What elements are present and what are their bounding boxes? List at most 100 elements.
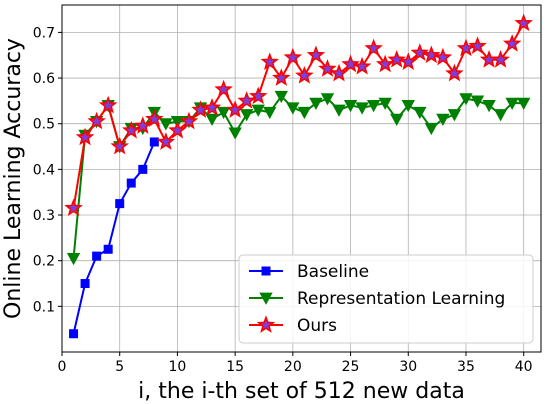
data-point [149,137,159,147]
data-point [87,111,106,130]
legend: Baseline Representation Learning Ours [238,254,534,344]
x-tick-label: 0 [58,359,67,375]
y-tick-label: 0.3 [33,208,55,224]
data-point [320,93,335,106]
series-line [72,22,525,209]
data-point [493,109,508,122]
x-axis-ticks: 0 5 10 15 20 25 30 35 40 [58,352,533,375]
data-point [364,38,383,57]
data-point [378,97,392,110]
data-point [145,109,164,128]
data-point [318,59,337,77]
data-point [491,50,510,68]
data-point [179,111,199,130]
data-point [387,50,406,68]
x-tick-label: 35 [457,359,475,375]
data-point [80,279,90,289]
data-point [505,97,519,110]
data-point [355,102,369,115]
data-point [306,45,326,64]
data-point [295,66,314,84]
data-point [92,251,102,261]
y-tick-label: 0.7 [33,25,55,41]
data-point [248,86,268,105]
data-point [115,199,125,209]
data-point [343,100,358,113]
series-representation-learning [66,90,531,266]
data-point [138,164,148,174]
x-tick-label: 25 [342,359,360,375]
series-line [72,95,524,259]
data-point [399,52,418,70]
data-point [66,253,81,266]
x-tick-label: 15 [226,359,244,375]
data-point [341,54,360,73]
legend-marker [256,315,276,333]
data-point [447,109,462,122]
data-point [202,97,222,116]
data-point [309,97,323,110]
legend-label: Baseline [297,262,369,282]
data-point [366,100,381,113]
legend-box [238,254,534,344]
x-tick-label: 20 [284,359,302,375]
data-point [332,104,346,117]
data-point [445,63,464,82]
y-tick-label: 0.4 [33,162,55,178]
series-ours [64,13,533,217]
data-point [237,91,256,109]
data-point [110,136,129,155]
data-point [98,95,118,114]
x-tick-label: 10 [169,359,187,375]
data-point [64,198,83,217]
x-axis-label: i, the i-th set of 512 new data [138,379,465,404]
data-point [225,100,245,118]
data-point [329,63,349,82]
data-point [375,54,395,73]
data-point [191,100,210,118]
data-point [456,38,476,57]
data-point [502,34,522,52]
data-point [433,47,453,66]
data-point [168,120,187,139]
data-point [401,100,415,113]
data-point [286,102,300,115]
data-point [390,113,404,126]
data-point [283,47,303,66]
data-point [459,93,473,106]
legend-item: Representation Learning [249,289,505,309]
y-tick-label: 0.5 [33,117,55,133]
data-point [228,127,242,140]
data-point [424,122,439,136]
y-axis-ticks: 0.1 0.2 0.3 0.4 0.5 0.6 0.7 [33,25,62,315]
legend-item: Ours [249,315,337,336]
x-tick-label: 30 [399,359,417,375]
x-tick-label: 40 [515,359,533,375]
legend-item: Baseline [249,262,369,282]
data-point [240,109,254,122]
data-point [75,127,95,146]
data-point [413,106,427,120]
data-point [514,13,533,32]
data-point [133,116,153,134]
data-point [297,106,312,120]
data-point [468,36,487,54]
data-point [205,113,219,126]
data-point [121,120,141,139]
series-layer [64,13,533,339]
data-point [214,79,233,98]
plot-frame [61,4,542,353]
data-point [470,95,485,108]
data-point [274,90,288,104]
data-point [422,45,441,64]
data-point [260,52,280,70]
data-point [216,106,231,120]
y-tick-label: 0.1 [33,299,55,315]
y-axis-label: Online Learning Accuracy [1,38,26,319]
series-baseline [69,137,159,339]
data-point [103,244,113,254]
data-point [272,68,291,86]
data-point [436,113,450,126]
data-point [126,178,136,188]
